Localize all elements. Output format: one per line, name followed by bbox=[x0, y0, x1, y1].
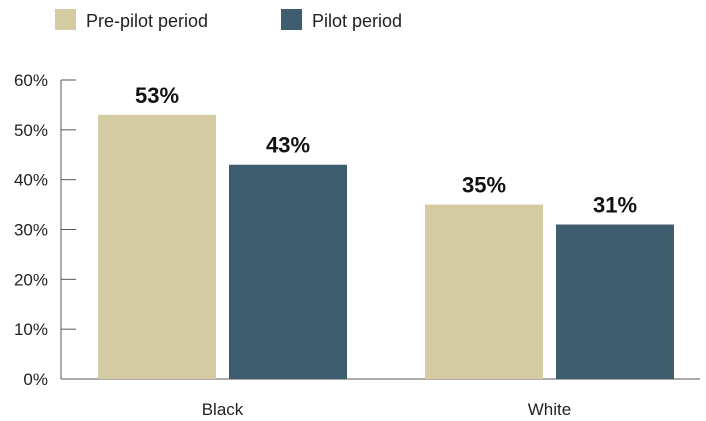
legend-label-0: Pre-pilot period bbox=[86, 11, 208, 31]
legend-swatch-0 bbox=[55, 9, 76, 30]
legend-swatch-1 bbox=[281, 9, 302, 30]
y-tick-label-1: 10% bbox=[14, 320, 48, 339]
bar-black-0 bbox=[98, 114, 216, 379]
bars: 53% 43% 35% 31% bbox=[98, 83, 674, 379]
data-label-black-0: 53% bbox=[135, 83, 179, 108]
bar-black-1 bbox=[229, 164, 347, 379]
bar-white-1 bbox=[556, 224, 674, 379]
y-tick-label-0: 0% bbox=[23, 370, 48, 389]
y-tick-label-5: 50% bbox=[14, 121, 48, 140]
y-tick-label-6: 60% bbox=[14, 71, 48, 90]
data-label-white-1: 31% bbox=[593, 193, 637, 218]
bar-white-0 bbox=[425, 204, 543, 379]
y-tick-label-3: 30% bbox=[14, 221, 48, 240]
y-tick-label-2: 20% bbox=[14, 270, 48, 289]
category-label-white: White bbox=[528, 400, 571, 419]
data-label-black-1: 43% bbox=[266, 133, 310, 158]
y-tick-label-4: 40% bbox=[14, 171, 48, 190]
category-labels: Black White bbox=[202, 400, 572, 419]
category-label-black: Black bbox=[202, 400, 244, 419]
legend-label-1: Pilot period bbox=[312, 11, 402, 31]
legend: Pre-pilot period Pilot period bbox=[55, 9, 402, 31]
data-label-white-0: 35% bbox=[462, 173, 506, 198]
